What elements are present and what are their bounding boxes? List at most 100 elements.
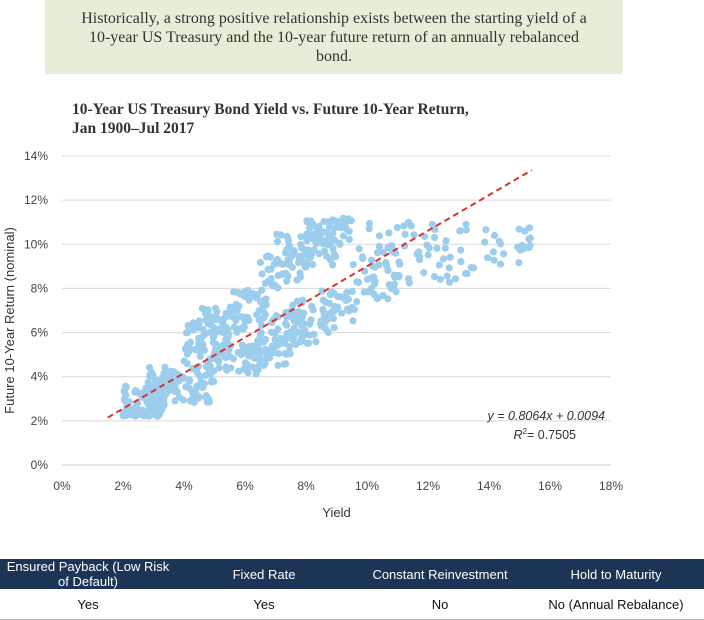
data-point <box>272 312 280 320</box>
data-point <box>230 288 238 296</box>
x-axis-label: Yield <box>322 505 350 520</box>
data-point <box>332 252 340 261</box>
data-point <box>416 253 424 261</box>
x-tick-label: 2% <box>114 479 132 493</box>
data-point <box>180 374 188 382</box>
data-point <box>451 275 460 283</box>
data-point <box>323 313 331 321</box>
data-point <box>264 265 272 273</box>
summary-text: Historically, a strong positive relation… <box>81 9 587 65</box>
data-point <box>338 309 346 317</box>
data-point <box>482 226 490 234</box>
data-point <box>196 352 204 360</box>
data-point <box>305 331 313 339</box>
data-point <box>128 406 136 414</box>
x-tick-label: 10% <box>355 479 379 493</box>
data-point <box>317 230 325 238</box>
data-point <box>463 270 471 278</box>
data-point <box>313 236 321 244</box>
y-tick-label: 2% <box>31 414 49 428</box>
data-point <box>367 274 375 282</box>
data-point <box>261 345 269 353</box>
trend-line <box>107 169 533 419</box>
data-point <box>375 232 383 240</box>
data-point <box>424 251 432 259</box>
data-point <box>226 303 234 311</box>
data-point <box>300 331 308 339</box>
data-point <box>283 233 291 241</box>
data-point <box>365 225 373 233</box>
y-tick-label: 14% <box>24 149 48 163</box>
data-point <box>297 233 305 241</box>
data-point <box>322 298 330 306</box>
data-point <box>462 226 470 234</box>
data-point <box>267 275 275 283</box>
data-point <box>214 346 222 354</box>
data-point <box>274 325 282 333</box>
data-point <box>257 329 265 337</box>
data-point <box>332 224 340 232</box>
data-point <box>495 237 503 245</box>
data-point <box>151 376 159 384</box>
data-point <box>322 252 331 260</box>
y-axis-label: Future 10-Year Return (nominal) <box>2 227 17 414</box>
data-point <box>445 264 453 272</box>
data-point <box>457 258 465 266</box>
data-point <box>256 258 264 266</box>
data-point <box>221 313 229 322</box>
data-point <box>267 328 276 336</box>
data-point <box>257 321 266 329</box>
data-point <box>329 244 337 252</box>
data-point <box>182 329 191 337</box>
data-point <box>342 296 350 304</box>
y-tick-label: 6% <box>31 326 49 340</box>
data-point <box>280 360 288 368</box>
data-point <box>274 284 282 292</box>
y-tick-label: 8% <box>31 281 49 295</box>
data-point <box>490 231 499 240</box>
data-point <box>274 361 282 369</box>
data-point <box>273 238 282 246</box>
data-point <box>317 322 325 330</box>
data-point <box>261 279 269 287</box>
data-point <box>490 256 498 264</box>
chart-title-line-2: Jan 1900–Jul 2017 <box>72 120 195 137</box>
data-point <box>401 230 409 238</box>
data-point <box>188 397 196 405</box>
x-tick-label: 16% <box>538 479 562 493</box>
data-point <box>368 256 376 264</box>
data-point <box>329 315 337 323</box>
x-tick-label: 12% <box>416 479 440 493</box>
data-point <box>295 318 303 326</box>
data-point <box>221 328 229 336</box>
data-point <box>193 369 201 377</box>
data-point <box>259 307 267 315</box>
data-point <box>318 287 326 295</box>
data-point <box>345 235 353 243</box>
data-point <box>331 236 339 244</box>
data-point <box>328 288 336 296</box>
data-point <box>260 314 268 322</box>
data-point <box>446 253 454 261</box>
data-point <box>330 305 338 313</box>
header-constant-reinvestment: Constant Reinvestment <box>352 559 528 589</box>
header-hold-to-maturity: Hold to Maturity <box>528 559 704 589</box>
data-point <box>324 328 332 336</box>
data-point <box>293 276 301 284</box>
data-point <box>327 217 336 225</box>
data-point <box>189 391 197 399</box>
data-point <box>245 296 253 304</box>
data-point <box>456 227 464 235</box>
chart-title: 10-Year US Treasury Bond Yield vs. Futur… <box>72 100 469 138</box>
data-point <box>329 261 337 269</box>
x-tick-label: 4% <box>175 479 193 493</box>
data-point <box>183 360 191 368</box>
data-point <box>439 255 448 263</box>
data-point <box>405 275 413 283</box>
y-tick-label: 0% <box>31 458 49 472</box>
data-point <box>349 261 357 269</box>
data-point <box>122 411 131 419</box>
data-point <box>445 278 454 286</box>
data-point <box>195 393 203 401</box>
data-point <box>526 234 534 242</box>
